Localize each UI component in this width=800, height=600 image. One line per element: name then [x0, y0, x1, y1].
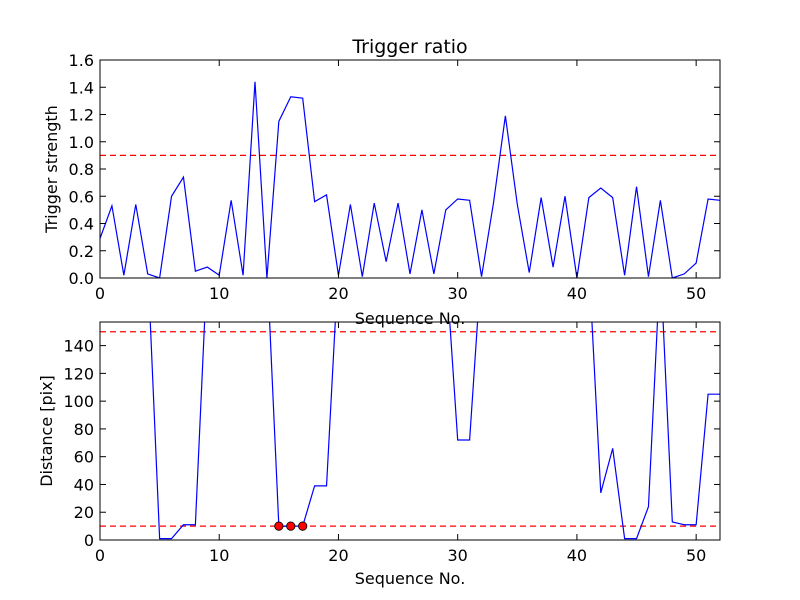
- y-tick-label: 1.2: [69, 106, 94, 125]
- trigger-ratio-chart: Trigger ratio 0 10 20 30 40 50 0.0 0.2 0.4 0.6 0.8…: [42, 36, 721, 328]
- x-tick-label: 50: [686, 284, 706, 303]
- x-tick-label: 40: [567, 284, 587, 303]
- y-tick-label: 120: [63, 364, 94, 383]
- y-tick-label: 140: [63, 337, 94, 356]
- y-tick-label: 0.2: [69, 242, 94, 261]
- data-marker: [274, 521, 284, 531]
- y-tick-label: 0.6: [69, 187, 94, 206]
- x-tick-label: 40: [567, 546, 587, 565]
- x-tick-label: 0: [95, 546, 105, 565]
- y-tick-label: 0.8: [69, 160, 94, 179]
- y-tick-label: 0: [84, 531, 94, 550]
- series-line: [449, 322, 479, 441]
- x-tick-label: 10: [209, 546, 229, 565]
- chart-title: Trigger ratio: [351, 36, 467, 58]
- x-axis-label: Sequence No.: [355, 309, 466, 328]
- x-tick-label: 20: [328, 546, 348, 565]
- x-tick-label: 10: [209, 284, 229, 303]
- plot-clip-group: [100, 81, 720, 278]
- series-line: [100, 81, 720, 278]
- x-tick-label: 50: [686, 546, 706, 565]
- y-tick-label: 40: [74, 475, 94, 494]
- y-tick-label: 1.0: [69, 133, 94, 152]
- y-tick-label: 0.0: [69, 269, 94, 288]
- distance-plot-area: 0 10 20 30 40 50 0 20 40 60 80 100 120 140: [63, 321, 721, 565]
- axes-frame: [99, 321, 721, 541]
- trigger-plot-area: 0 10 20 30 40 50 0.0 0.2 0.4 0.6 0.8 1.0 1.2 1.4 1.6: [69, 51, 721, 303]
- y-axis-label: Trigger strength: [42, 105, 61, 234]
- series-line: [149, 322, 206, 540]
- y-tick-label: 1.4: [69, 78, 94, 97]
- x-tick-label: 30: [448, 546, 468, 565]
- distance-chart: 0 10 20 30 40 50 0 20 40 60 80 100 120 140 Sequence N…: [37, 321, 721, 588]
- y-tick-label: 80: [74, 420, 94, 439]
- x-tick-label: 20: [328, 284, 348, 303]
- y-tick-label: 20: [74, 503, 94, 522]
- x-tick-label: 0: [95, 284, 105, 303]
- y-tick-label: 0.4: [69, 215, 94, 234]
- y-axis-label: Distance [pix]: [37, 375, 56, 487]
- x-axis-label: Sequence No.: [355, 569, 466, 588]
- x-tick-label: 30: [448, 284, 468, 303]
- data-marker: [298, 521, 308, 531]
- y-tick-label: 1.6: [69, 51, 94, 70]
- series-line: [591, 322, 720, 540]
- y-tick-label: 60: [74, 448, 94, 467]
- y-tick-label: 100: [63, 392, 94, 411]
- data-marker: [286, 521, 296, 531]
